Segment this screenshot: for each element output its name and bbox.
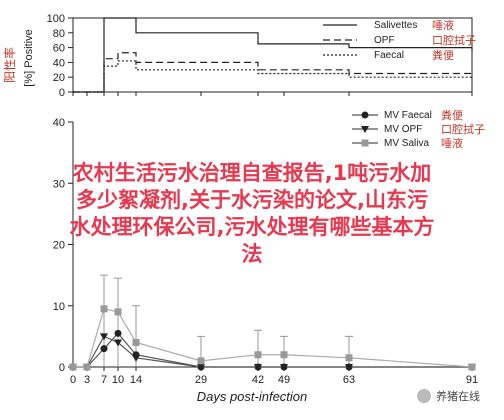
- bottom-x-tick-label: 42: [252, 374, 264, 386]
- top-legend-cn-label: 唾液: [432, 18, 454, 32]
- top-series-faecal: [73, 60, 472, 93]
- bottom-y-tick-label: 20: [53, 240, 65, 252]
- bottom-x-tick-label: 63: [343, 374, 355, 386]
- data-point-mv-faecal: [100, 345, 108, 353]
- top-y-tick-label: 100: [47, 13, 65, 25]
- bottom-y-tick-label: 30: [53, 178, 65, 190]
- bottom-x-tick-label: 49: [278, 374, 290, 386]
- data-point-mv-saliva: [254, 351, 262, 359]
- top-y-tick-label: 40: [53, 57, 65, 69]
- overlay-line-4: 法: [242, 242, 263, 266]
- top-panel: 0 20 40 60 80 100 Salivettes 唾液 OPF 口腔拭子 Faecal 粪便: [47, 13, 476, 99]
- bottom-x-tick-label: 0: [70, 374, 76, 386]
- top-y-tick-label: 60: [53, 43, 65, 55]
- x-axis-title: Days post-infection: [197, 389, 308, 404]
- data-point-mv-opf: [197, 364, 205, 371]
- top-legend-cn-label: 口腔拭子: [432, 33, 476, 47]
- watermark-icon: [417, 389, 431, 403]
- data-point-mv-opf: [114, 339, 122, 347]
- bottom-legend-label: MV Saliva: [384, 138, 429, 149]
- watermark-text: 养猪在线: [436, 389, 480, 403]
- legend-marker-circle: [361, 111, 369, 119]
- bottom-y-tick-label: 40: [53, 117, 65, 129]
- top-legend-label: OPF: [374, 35, 395, 46]
- bottom-legend-cn-label: 粪便: [441, 108, 463, 122]
- overlay-line-1: 农村生活污水治理自查报告,1吨污水加: [72, 161, 432, 185]
- bottom-series-line: [73, 308, 473, 368]
- data-point-mv-saliva: [114, 308, 122, 316]
- data-point-mv-saliva: [69, 363, 77, 371]
- top-y-axis-title: [%] Positive: [23, 29, 35, 86]
- bottom-y-tick-label: 0: [59, 362, 65, 374]
- data-point-mv-faecal: [114, 329, 122, 337]
- bottom-legend-label: MV Faecal: [384, 110, 432, 121]
- data-point-mv-opf: [345, 364, 353, 371]
- data-point-mv-saliva: [132, 339, 140, 346]
- data-point-mv-saliva: [83, 363, 91, 371]
- bottom-x-tick-label: 3: [84, 374, 90, 386]
- data-point-mv-saliva: [100, 305, 108, 313]
- data-point-mv-saliva: [345, 354, 353, 362]
- bottom-legend-cn-label: 唾液: [441, 136, 463, 150]
- top-legend-label: Faecal: [374, 50, 404, 61]
- overlay-line-2: 多少絮凝剂,关于水污染的论文,山东污: [76, 188, 428, 212]
- top-plot-frame: [72, 17, 473, 93]
- data-point-mv-opf: [100, 333, 108, 341]
- data-point-mv-opf: [132, 354, 140, 362]
- overlay-line-3: 水处理环保公司,污水处理有哪些基本方: [70, 215, 435, 239]
- top-series-opf: [73, 52, 472, 93]
- legend-marker-triangle: [361, 126, 369, 133]
- bottom-x-tick-label: 91: [466, 374, 478, 386]
- watermark: 养猪在线: [417, 389, 480, 403]
- bottom-x-tick-label: 10: [112, 374, 124, 386]
- legend-marker-square: [361, 139, 369, 147]
- top-y-tick-label: 0: [59, 87, 65, 99]
- top-legend-cn-label: 粪便: [432, 48, 454, 62]
- bottom-x-tick-label: 7: [101, 374, 107, 386]
- bottom-x-tick-label: 29: [195, 374, 207, 386]
- data-point-mv-opf: [280, 364, 288, 371]
- bottom-legend-cn-label: 口腔拭子: [441, 122, 485, 136]
- data-point-mv-saliva: [197, 357, 205, 365]
- bottom-series-line: [73, 335, 472, 368]
- bottom-legend-label: MV OPF: [384, 124, 422, 135]
- data-point-mv-saliva: [468, 363, 476, 371]
- top-legend-label: Salivettes: [374, 20, 417, 31]
- data-point-mv-opf: [254, 364, 262, 371]
- bottom-y-tick-label: 10: [53, 301, 65, 313]
- data-point-mv-saliva: [280, 351, 288, 359]
- bottom-x-tick-label: 14: [130, 374, 142, 386]
- top-y-tick-label: 80: [53, 28, 65, 40]
- top-y-tick-label: 20: [53, 72, 65, 84]
- overlay-text: 农村生活污水治理自查报告,1吨污水加 多少絮凝剂,关于水污染的论文,山东污 水处…: [70, 161, 435, 266]
- left-red-label: 阳性率: [2, 47, 17, 83]
